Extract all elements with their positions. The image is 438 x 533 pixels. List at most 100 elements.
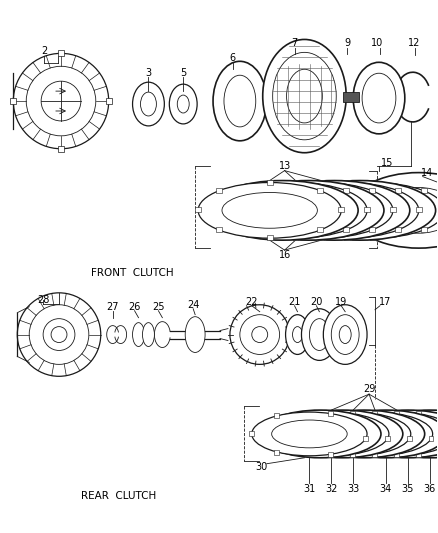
Ellipse shape — [170, 84, 197, 124]
Ellipse shape — [259, 181, 410, 240]
Circle shape — [13, 53, 109, 149]
Text: 20: 20 — [310, 297, 322, 307]
Ellipse shape — [315, 420, 391, 448]
Bar — [293, 180, 298, 184]
Ellipse shape — [240, 195, 325, 226]
Text: 2: 2 — [41, 46, 47, 56]
Ellipse shape — [285, 181, 436, 240]
Ellipse shape — [381, 420, 438, 448]
Ellipse shape — [266, 195, 351, 226]
Bar — [390, 207, 396, 212]
Ellipse shape — [325, 192, 421, 228]
Ellipse shape — [293, 420, 369, 448]
Ellipse shape — [133, 322, 145, 346]
Circle shape — [29, 305, 89, 365]
Bar — [338, 207, 344, 212]
Ellipse shape — [361, 412, 438, 456]
Ellipse shape — [343, 195, 429, 226]
Bar — [420, 227, 427, 232]
Ellipse shape — [248, 192, 343, 228]
Text: 25: 25 — [152, 302, 165, 312]
Bar — [350, 411, 355, 416]
Bar — [216, 188, 222, 192]
Text: 6: 6 — [230, 53, 236, 63]
Bar — [364, 207, 370, 212]
Bar — [318, 413, 323, 418]
Bar — [428, 436, 434, 441]
Ellipse shape — [362, 73, 396, 123]
Text: 7: 7 — [291, 38, 298, 49]
Bar — [11, 98, 16, 104]
Bar — [350, 451, 355, 457]
Text: 31: 31 — [303, 483, 315, 494]
Text: 21: 21 — [288, 297, 301, 307]
Circle shape — [17, 293, 101, 376]
Text: 16: 16 — [279, 250, 291, 260]
Ellipse shape — [141, 92, 156, 116]
Bar — [317, 188, 323, 192]
Bar — [369, 227, 375, 232]
Ellipse shape — [304, 410, 425, 458]
Circle shape — [26, 66, 96, 136]
Ellipse shape — [339, 326, 351, 343]
Bar — [242, 188, 248, 192]
Text: 24: 24 — [187, 300, 199, 310]
Ellipse shape — [282, 410, 403, 458]
Bar — [298, 207, 304, 212]
Ellipse shape — [293, 327, 303, 343]
Bar — [293, 235, 298, 240]
Text: 9: 9 — [344, 38, 350, 49]
Bar — [394, 451, 399, 457]
Text: 29: 29 — [363, 384, 375, 394]
Bar — [58, 51, 64, 56]
Text: 35: 35 — [402, 483, 414, 494]
Text: 28: 28 — [37, 295, 49, 305]
Ellipse shape — [296, 412, 411, 456]
Bar — [273, 207, 279, 212]
Ellipse shape — [177, 95, 189, 113]
Bar — [369, 188, 375, 192]
Ellipse shape — [222, 192, 318, 228]
Bar — [395, 227, 401, 232]
Ellipse shape — [300, 192, 395, 228]
Bar — [274, 413, 279, 418]
Bar — [267, 180, 273, 184]
Bar — [268, 227, 274, 232]
Bar — [358, 431, 363, 437]
Ellipse shape — [369, 410, 438, 458]
Text: 30: 30 — [256, 462, 268, 472]
Ellipse shape — [331, 314, 359, 354]
Text: 15: 15 — [381, 158, 393, 168]
Bar — [344, 180, 350, 184]
Bar — [416, 207, 422, 212]
Ellipse shape — [224, 182, 367, 238]
Bar — [296, 450, 301, 455]
Ellipse shape — [309, 319, 329, 351]
Bar — [370, 180, 376, 184]
Bar — [384, 413, 389, 418]
Ellipse shape — [198, 182, 341, 238]
Ellipse shape — [207, 181, 358, 240]
Ellipse shape — [274, 192, 369, 228]
Bar — [267, 235, 273, 240]
Ellipse shape — [133, 82, 164, 126]
Bar — [370, 235, 376, 240]
Bar — [362, 413, 367, 418]
Ellipse shape — [250, 182, 393, 238]
Ellipse shape — [276, 182, 419, 238]
Bar — [340, 450, 345, 455]
Ellipse shape — [260, 410, 381, 458]
Bar — [420, 188, 427, 192]
Bar — [372, 451, 377, 457]
Bar — [221, 207, 227, 212]
Text: 12: 12 — [408, 38, 420, 49]
Ellipse shape — [339, 412, 438, 456]
Bar — [242, 227, 248, 232]
Circle shape — [240, 314, 279, 354]
Bar — [317, 227, 323, 232]
Bar — [416, 451, 421, 457]
Ellipse shape — [272, 420, 347, 448]
Ellipse shape — [311, 181, 438, 240]
Text: 34: 34 — [380, 483, 392, 494]
Text: 22: 22 — [246, 297, 258, 307]
